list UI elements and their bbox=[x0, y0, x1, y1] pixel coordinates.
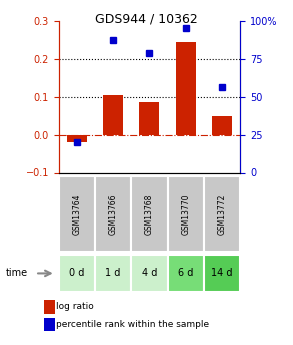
Bar bbox=[103, 95, 123, 135]
Bar bbox=[168, 255, 204, 292]
Text: GSM13764: GSM13764 bbox=[72, 193, 81, 235]
Text: GSM13772: GSM13772 bbox=[218, 193, 226, 235]
Bar bbox=[139, 102, 159, 135]
Bar bbox=[212, 116, 232, 135]
Text: GSM13766: GSM13766 bbox=[109, 193, 117, 235]
Text: GSM13770: GSM13770 bbox=[181, 193, 190, 235]
Text: GSM13768: GSM13768 bbox=[145, 193, 154, 235]
Bar bbox=[67, 135, 87, 142]
Text: percentile rank within the sample: percentile rank within the sample bbox=[56, 319, 209, 328]
Bar bbox=[95, 255, 131, 292]
Text: 1 d: 1 d bbox=[105, 268, 121, 278]
Text: GDS944 / 10362: GDS944 / 10362 bbox=[95, 12, 198, 25]
Bar bbox=[176, 42, 196, 135]
Text: 0 d: 0 d bbox=[69, 268, 84, 278]
Bar bbox=[44, 300, 54, 314]
Text: 4 d: 4 d bbox=[142, 268, 157, 278]
Text: 14 d: 14 d bbox=[211, 268, 233, 278]
Bar bbox=[131, 176, 168, 252]
Text: log ratio: log ratio bbox=[56, 303, 94, 312]
Bar bbox=[204, 255, 240, 292]
Text: 6 d: 6 d bbox=[178, 268, 193, 278]
Text: time: time bbox=[6, 268, 28, 278]
Bar bbox=[168, 176, 204, 252]
Bar bbox=[95, 176, 131, 252]
Bar bbox=[59, 176, 95, 252]
Bar bbox=[204, 176, 240, 252]
Bar bbox=[59, 255, 95, 292]
Bar bbox=[131, 255, 168, 292]
Bar bbox=[44, 317, 54, 331]
